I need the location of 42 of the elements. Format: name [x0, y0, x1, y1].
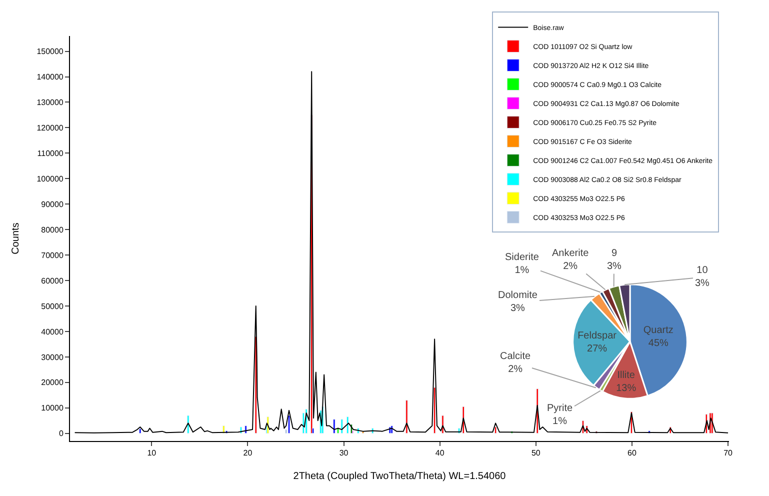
data-label: 3%: [510, 303, 526, 314]
data-label: 45%: [648, 338, 669, 349]
y-tick-label: 40000: [41, 327, 64, 336]
y-tick-label: 90000: [41, 200, 64, 209]
x-tick-label: 20: [243, 448, 253, 458]
slice-label: Dolomite: [498, 290, 538, 301]
y-tick-label: 130000: [36, 98, 64, 108]
x-tick-label: 40: [435, 448, 445, 458]
y-tick-label: 70000: [41, 250, 64, 260]
x-axis-title: 2Theta (Coupled TwoTheta/Theta) WL=1.54060: [293, 471, 506, 482]
data-label: 1%: [514, 265, 530, 276]
data-label: 3%: [607, 261, 622, 272]
data-label: 2%: [508, 364, 523, 375]
y-tick-label: 20000: [41, 378, 64, 388]
slice-label: Ankerite: [552, 248, 590, 259]
y-tick-label: 150000: [36, 47, 64, 56]
x-tick-label: 70: [724, 448, 734, 458]
data-label: 2%: [563, 261, 578, 272]
y-tick-label: 110000: [37, 148, 64, 158]
y-axis-title: Counts: [10, 222, 22, 254]
slice-label: Siderite: [505, 252, 540, 263]
slice-label: 10: [696, 265, 708, 276]
slice-label: Pyrite: [547, 403, 573, 414]
y-tick-label: 0: [58, 429, 64, 438]
slice-label: Quartz: [643, 324, 674, 336]
y-tick-label: 60000: [41, 276, 64, 286]
y-tick-label: 100000: [36, 174, 64, 184]
x-tick-label: 30: [339, 448, 349, 458]
y-tick-label: 120000: [36, 124, 64, 132]
data-label: 1%: [552, 416, 568, 427]
y-tick-label: 140000: [36, 72, 64, 82]
y-tick-label: 30000: [41, 352, 64, 362]
slice-label: 9: [611, 248, 618, 259]
x-tick-label: 60: [628, 448, 637, 458]
slice-label: Calcite: [500, 351, 532, 362]
y-tick-label: 10000: [41, 404, 64, 413]
data-label: 3%: [695, 278, 710, 289]
y-tick-label: 50000: [41, 302, 64, 311]
x-tick-label: 50: [531, 448, 541, 458]
slice-label: Feldspar: [578, 330, 618, 342]
y-tick-label: 80000: [41, 225, 64, 234]
x-tick-label: 10: [147, 448, 157, 458]
